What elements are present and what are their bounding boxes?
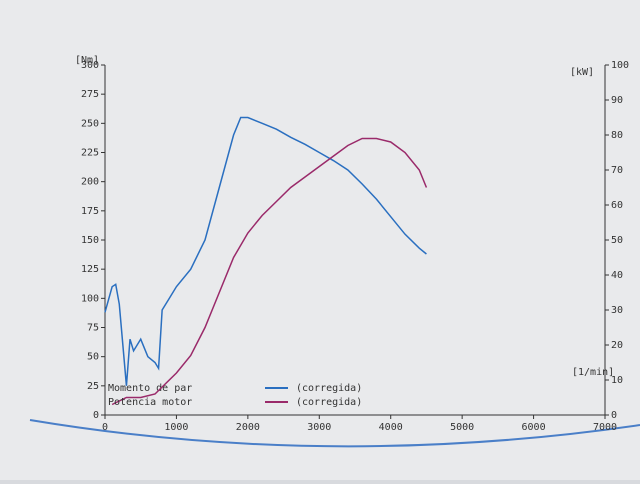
y-tick-label: 150 bbox=[81, 235, 99, 246]
frame-line bbox=[29, 419, 640, 448]
series-line bbox=[111, 137, 428, 406]
y-tick-label: 100 bbox=[81, 293, 99, 304]
legend-note: (corregida) bbox=[296, 397, 362, 408]
y-tick-label: 275 bbox=[81, 89, 99, 100]
y-tick-label: 125 bbox=[81, 264, 99, 275]
x-tick-label: 3000 bbox=[307, 422, 331, 433]
x-tick-label: 1000 bbox=[164, 422, 188, 433]
y2-tick-label: 30 bbox=[611, 305, 623, 316]
y-tick-label: 225 bbox=[81, 148, 99, 159]
legend-note: (corregida) bbox=[296, 383, 362, 394]
x-tick-label: 6000 bbox=[522, 422, 546, 433]
x-tick-label: 2000 bbox=[236, 422, 260, 433]
x-tick-label: 0 bbox=[102, 422, 108, 433]
y2-tick-label: 10 bbox=[611, 375, 623, 386]
y-axis-label: [Nm] bbox=[75, 55, 99, 66]
y2-tick-label: 100 bbox=[611, 60, 629, 71]
y-tick-label: 175 bbox=[81, 206, 99, 217]
y2-tick-label: 20 bbox=[611, 340, 623, 351]
y2-tick-label: 0 bbox=[611, 410, 617, 421]
y-tick-label: 75 bbox=[87, 323, 99, 334]
y-tick-label: 250 bbox=[81, 118, 99, 129]
y-tick-label: 200 bbox=[81, 177, 99, 188]
y2-tick-label: 50 bbox=[611, 235, 623, 246]
y2-tick-label: 70 bbox=[611, 165, 623, 176]
y-tick-label: 300 bbox=[81, 60, 99, 71]
y2-tick-label: 60 bbox=[611, 200, 623, 211]
y-tick-label: 25 bbox=[87, 381, 99, 392]
y2-tick-label: 40 bbox=[611, 270, 623, 281]
legend-label: Momento de par bbox=[108, 383, 192, 394]
y-tick-label: 50 bbox=[87, 352, 99, 363]
x-tick-label: 4000 bbox=[379, 422, 403, 433]
y2-axis-label: [kW] bbox=[570, 67, 594, 78]
y-tick-label: 0 bbox=[93, 410, 99, 421]
x-tick-label: 5000 bbox=[450, 422, 474, 433]
y2-tick-label: 90 bbox=[611, 95, 623, 106]
legend-label: Potencia motor bbox=[108, 397, 192, 408]
y2-tick-label: 80 bbox=[611, 130, 623, 141]
series-line bbox=[104, 116, 427, 386]
x-axis-label: [1/min] bbox=[572, 367, 614, 378]
x-tick-label: 7000 bbox=[593, 422, 617, 433]
